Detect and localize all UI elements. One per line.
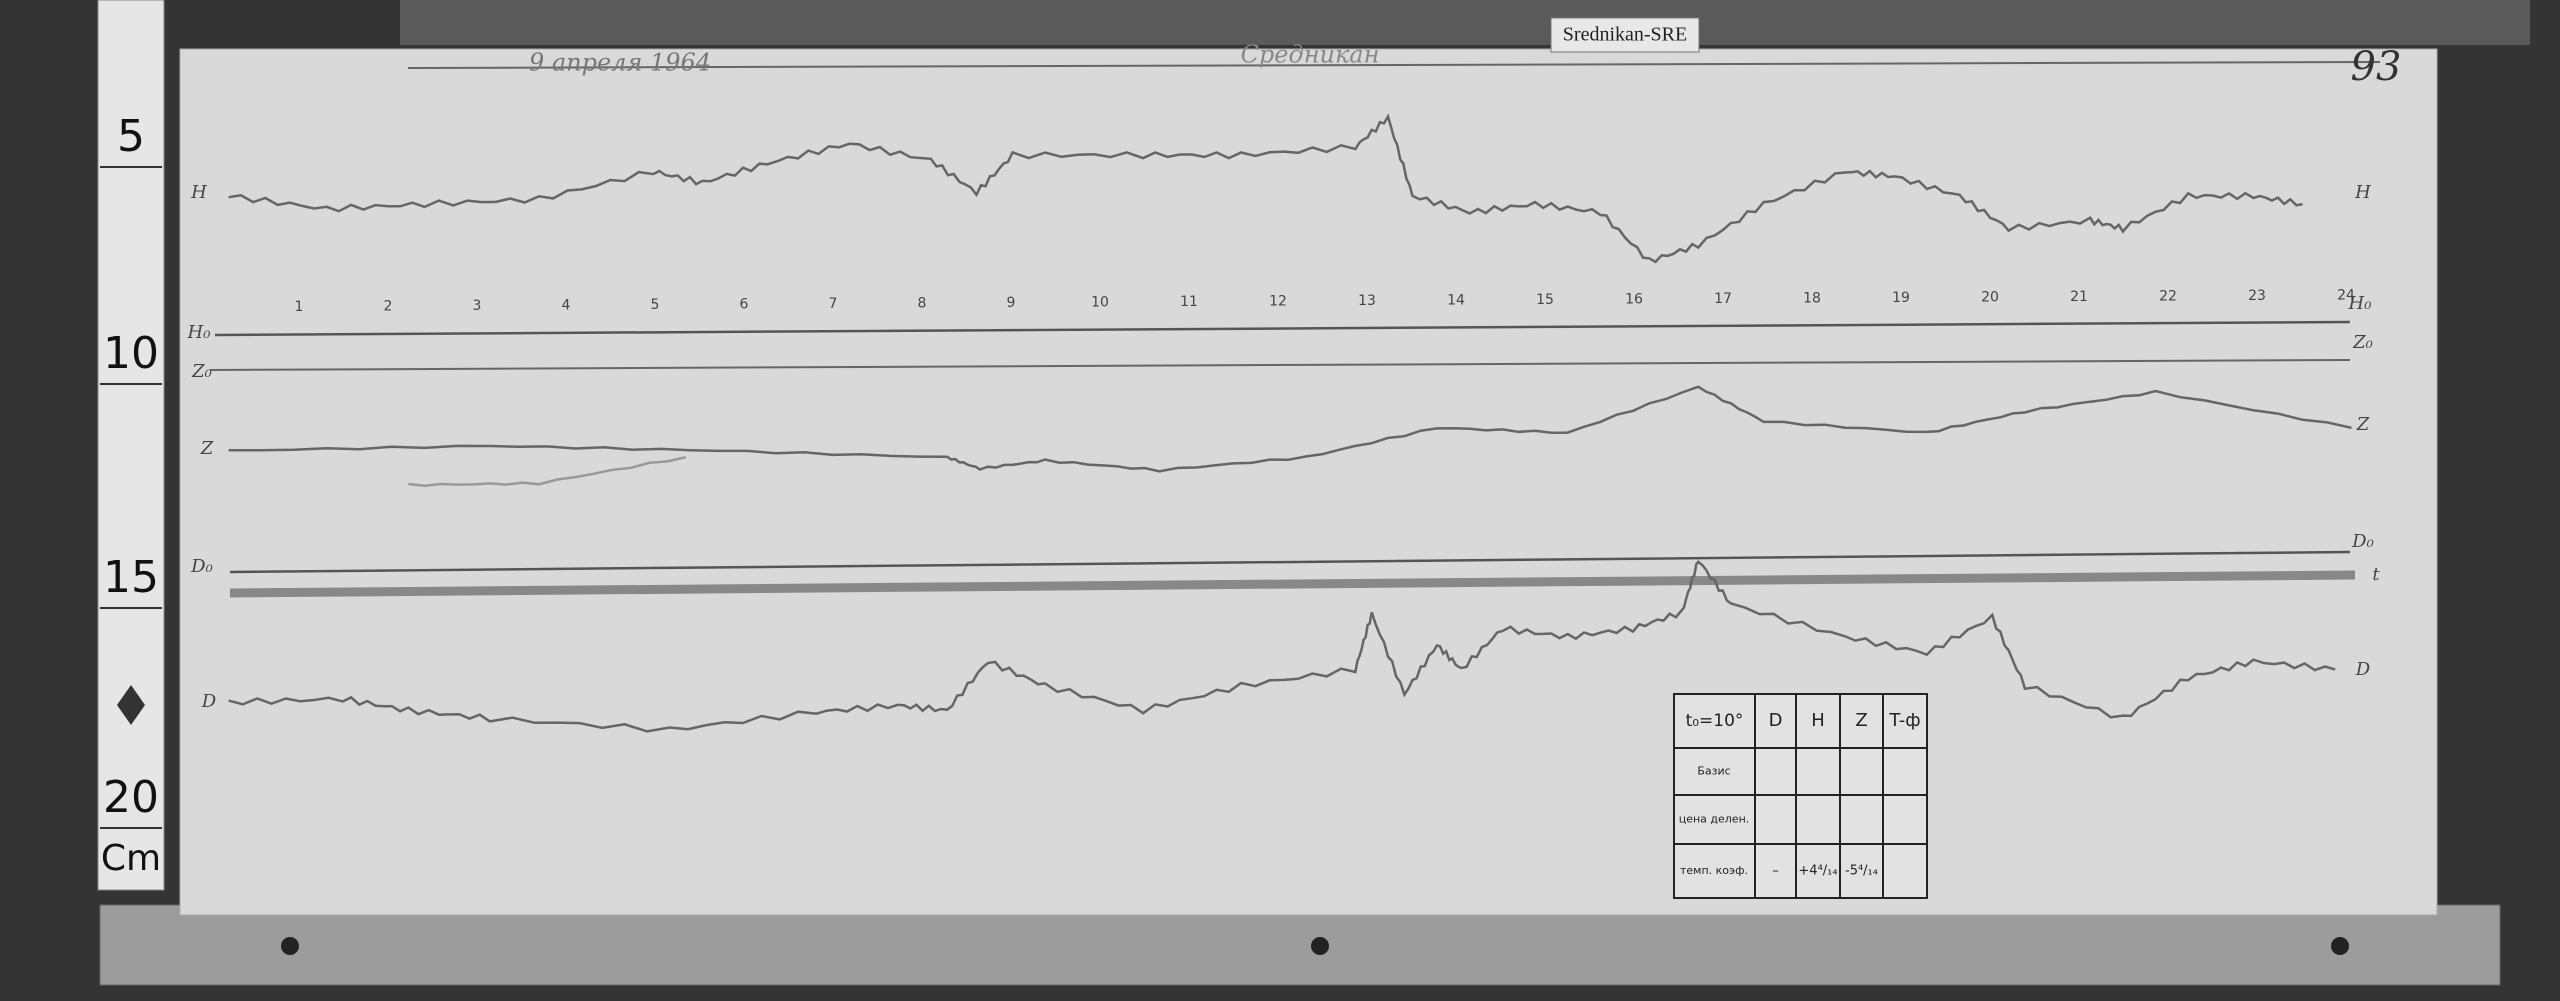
trace-label: t [2372, 564, 2380, 585]
trace-label: Z₀ [191, 361, 212, 382]
trace-label: Z₀ [2352, 332, 2373, 353]
screw [281, 937, 299, 955]
trace-label: H [190, 182, 207, 203]
station: Средникан [1241, 41, 1380, 69]
ruler [97, 0, 165, 891]
sheet-number: 93 [2351, 44, 2402, 90]
table: t₀=10° D H Z T-ф Базис цена делен. темп. коэф. –… [1673, 693, 1928, 899]
table-header: Z [1855, 710, 1867, 731]
table-cell: – [1772, 864, 1779, 879]
hour-label: 9 [1007, 295, 1016, 311]
hour-label: 2 [384, 299, 393, 315]
table-cell: +4⁴/₁₄ [1798, 864, 1837, 879]
hour-label: 22 [2159, 289, 2177, 305]
trace-label: H [2354, 182, 2371, 203]
paper [179, 48, 2438, 916]
bottom-bar [99, 904, 2501, 986]
table-header: D [1769, 710, 1783, 731]
hour-label: 17 [1714, 291, 1732, 307]
label-box [1550, 17, 1700, 53]
row-label: темп. коэф. [1680, 864, 1748, 877]
hour-label: 18 [1803, 291, 1821, 307]
hour-label: 1 [295, 299, 304, 315]
screw [2331, 937, 2349, 955]
hour-label: 14 [1447, 293, 1465, 309]
trace-label: D₀ [190, 556, 213, 577]
top-glass [400, 0, 2530, 45]
h0-baseline [214, 320, 2351, 337]
trace [408, 455, 687, 487]
trace-label: H₀ [187, 322, 211, 343]
trace [228, 560, 2336, 733]
hour-label: 11 [1180, 294, 1198, 310]
trace-label: D₀ [2351, 531, 2374, 552]
hour-label: 4 [562, 298, 571, 314]
hour-label: 6 [740, 297, 749, 313]
hour-label: 12 [1269, 294, 1287, 310]
hour-label: 20 [1981, 290, 1999, 306]
hour-label: 10 [1091, 295, 1109, 311]
trace-label: Z [2356, 414, 2370, 435]
z0-baseline [209, 359, 2351, 371]
screw [1311, 937, 1329, 955]
ruler-unit: Cm [101, 838, 161, 879]
row-label: цена делен. [1679, 813, 1750, 826]
d0-baseline [229, 550, 2351, 574]
hour-label: 3 [473, 298, 482, 314]
trace-label: H₀ [2348, 293, 2372, 314]
hour-label: 8 [918, 296, 927, 312]
ruler-mark: 10 [103, 328, 159, 379]
date: 9 апреля 1964 [529, 49, 711, 77]
table-header: t₀=10° [1686, 711, 1744, 731]
ruler-mark: 15 [103, 552, 159, 603]
table-cell: -5⁴/₁₄ [1845, 864, 1878, 879]
table-header: H [1811, 710, 1825, 731]
trace-label: Z [200, 438, 214, 459]
hour-label: 21 [2070, 289, 2088, 305]
header-line [407, 61, 2381, 69]
hour-label: 13 [1358, 293, 1376, 309]
ruler-mark: 20 [103, 772, 159, 823]
ruler-diamond [117, 685, 145, 725]
hour-label: 23 [2248, 288, 2266, 304]
trace-label: D [2355, 659, 2371, 680]
hour-label: 5 [651, 297, 660, 313]
hour-label: 24 [2337, 288, 2355, 304]
ruler-mark: 5 [117, 111, 145, 162]
trace-label: D [201, 691, 217, 712]
hour-label: 7 [829, 296, 838, 312]
table-header: T-ф [1888, 710, 1920, 731]
trace [228, 113, 2303, 264]
t-baseline [229, 570, 2356, 598]
station-label: Srednikan-SRE [1563, 24, 1687, 46]
trace [228, 385, 2352, 473]
row-label: Базис [1697, 765, 1730, 778]
hour-label: 15 [1536, 292, 1554, 308]
hour-label: 16 [1625, 292, 1643, 308]
hour-label: 19 [1892, 290, 1910, 306]
